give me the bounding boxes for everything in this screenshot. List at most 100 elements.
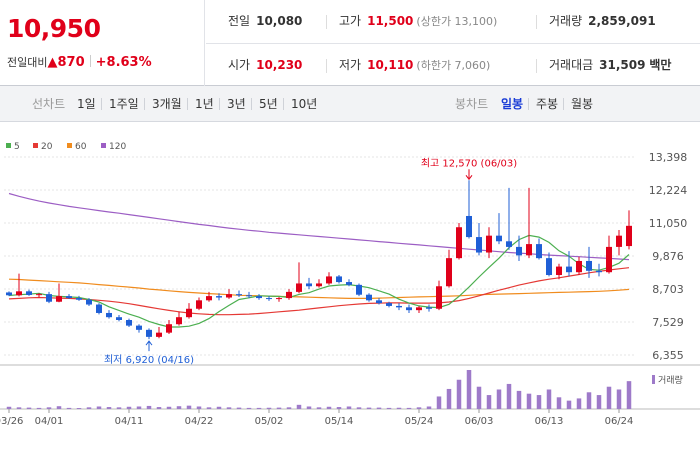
candle [436,280,442,311]
volume-bar [356,407,362,409]
volume-bar [16,407,22,409]
volume-bar [286,407,292,409]
candle [36,293,42,298]
candle-body [26,291,32,295]
candle-body [406,307,412,311]
candle [416,305,422,313]
candle [236,290,242,297]
candle [606,235,612,274]
divider [326,59,327,73]
volume-legend-label: 거래량 [658,374,683,386]
candle [326,272,332,285]
candle [296,262,302,294]
volume-bar [26,407,32,409]
volume-bars: 거래량 [6,370,683,409]
period-3y[interactable]: 3년 [227,97,246,111]
period-3m[interactable]: 3개월 [152,97,182,111]
candle [96,303,102,315]
current-price: 10,950 [7,14,101,43]
candle [276,296,282,302]
candle-body [166,324,172,333]
volume-bar [376,407,382,409]
x-tick-label: 06/03 [465,416,494,427]
candle [316,279,322,288]
change-percent: +8.63% [95,55,152,70]
x-tick-label: 05/02 [255,416,284,427]
volume-bar [506,383,512,409]
volume-bar [6,406,12,409]
candle-body [46,294,52,302]
volume-bar [426,406,432,409]
candle [56,283,62,303]
volume-label: 거래량 [549,14,583,28]
candle-body [146,329,152,337]
volume-bar [446,388,452,409]
low-annotation: 최저 6,920 (04/16) [104,354,194,366]
candle [306,277,312,290]
volume-bar [516,390,522,409]
period-10y[interactable]: 10년 [291,97,318,111]
volume-bar [436,396,442,409]
candle-body [316,283,322,287]
candle-daily[interactable]: 일봉 [501,97,524,111]
prev-close: 전일 10,080 [228,0,302,43]
volume-bar [336,407,342,409]
candle [126,318,132,328]
period-5y[interactable]: 5년 [259,97,278,111]
legend-label: 5 [14,142,20,152]
y-tick-label: 7,529 [652,316,684,329]
high-arrow-head [465,174,473,181]
volume: 거래량 2,859,091 [549,0,656,43]
low-value: 10,110 [367,58,414,72]
candle [526,187,532,259]
candle-body [376,300,382,304]
candle [506,187,512,250]
volume-bar [466,370,472,409]
candle [626,210,632,250]
volume-bar [596,395,602,409]
candle [256,294,262,300]
candle-body [356,284,362,295]
candle-body [6,292,12,296]
trade-value-label: 거래대금 [549,58,594,72]
stock-chart: 5 20 60 120 최고 12,570 (06/03) 최저 6,920 (04/1… [0,142,700,427]
period-1y[interactable]: 1년 [195,97,214,111]
period-1d[interactable]: 1일 [77,97,96,111]
candle [76,295,82,301]
upper-limit: (상한가 13,100) [416,15,498,28]
x-tick-label: 04/22 [185,416,214,427]
volume-bar [236,407,242,409]
candle-body [256,296,262,299]
candle-weekly[interactable]: 주봉 [536,97,559,111]
candle-body [206,296,212,301]
candle-body [516,246,522,256]
candle-body [456,227,462,259]
volume-bar [206,407,212,409]
candle-body [606,246,612,273]
candle-monthly[interactable]: 월봉 [571,97,594,111]
change-label: 전일대비 [7,56,48,69]
volume-bar [486,395,492,409]
x-tick-label: 05/24 [405,416,434,427]
candle [146,328,152,340]
x-tick-label: 06/13 [535,416,564,427]
candle [566,251,572,277]
candle [116,314,122,322]
divider [536,15,537,29]
volume-bar [276,407,282,409]
candle [366,293,372,302]
volume-bar [606,386,612,409]
chart-toolbar: 선차트 1일 1주일 3개월 1년 3년 5년 10년 봉차트 일봉 주봉 월봉 [0,86,700,122]
candle [446,249,452,288]
candle [546,252,552,277]
candle-body [156,332,162,337]
volume-bar [556,397,562,409]
volume-bar [546,389,552,409]
y-tick-label: 12,224 [649,184,688,197]
volume-bar [146,405,152,409]
period-1w[interactable]: 1주일 [109,97,139,111]
candle [556,263,562,280]
volume-bar [216,406,222,409]
volume-bar [616,389,622,409]
candle [266,296,272,301]
